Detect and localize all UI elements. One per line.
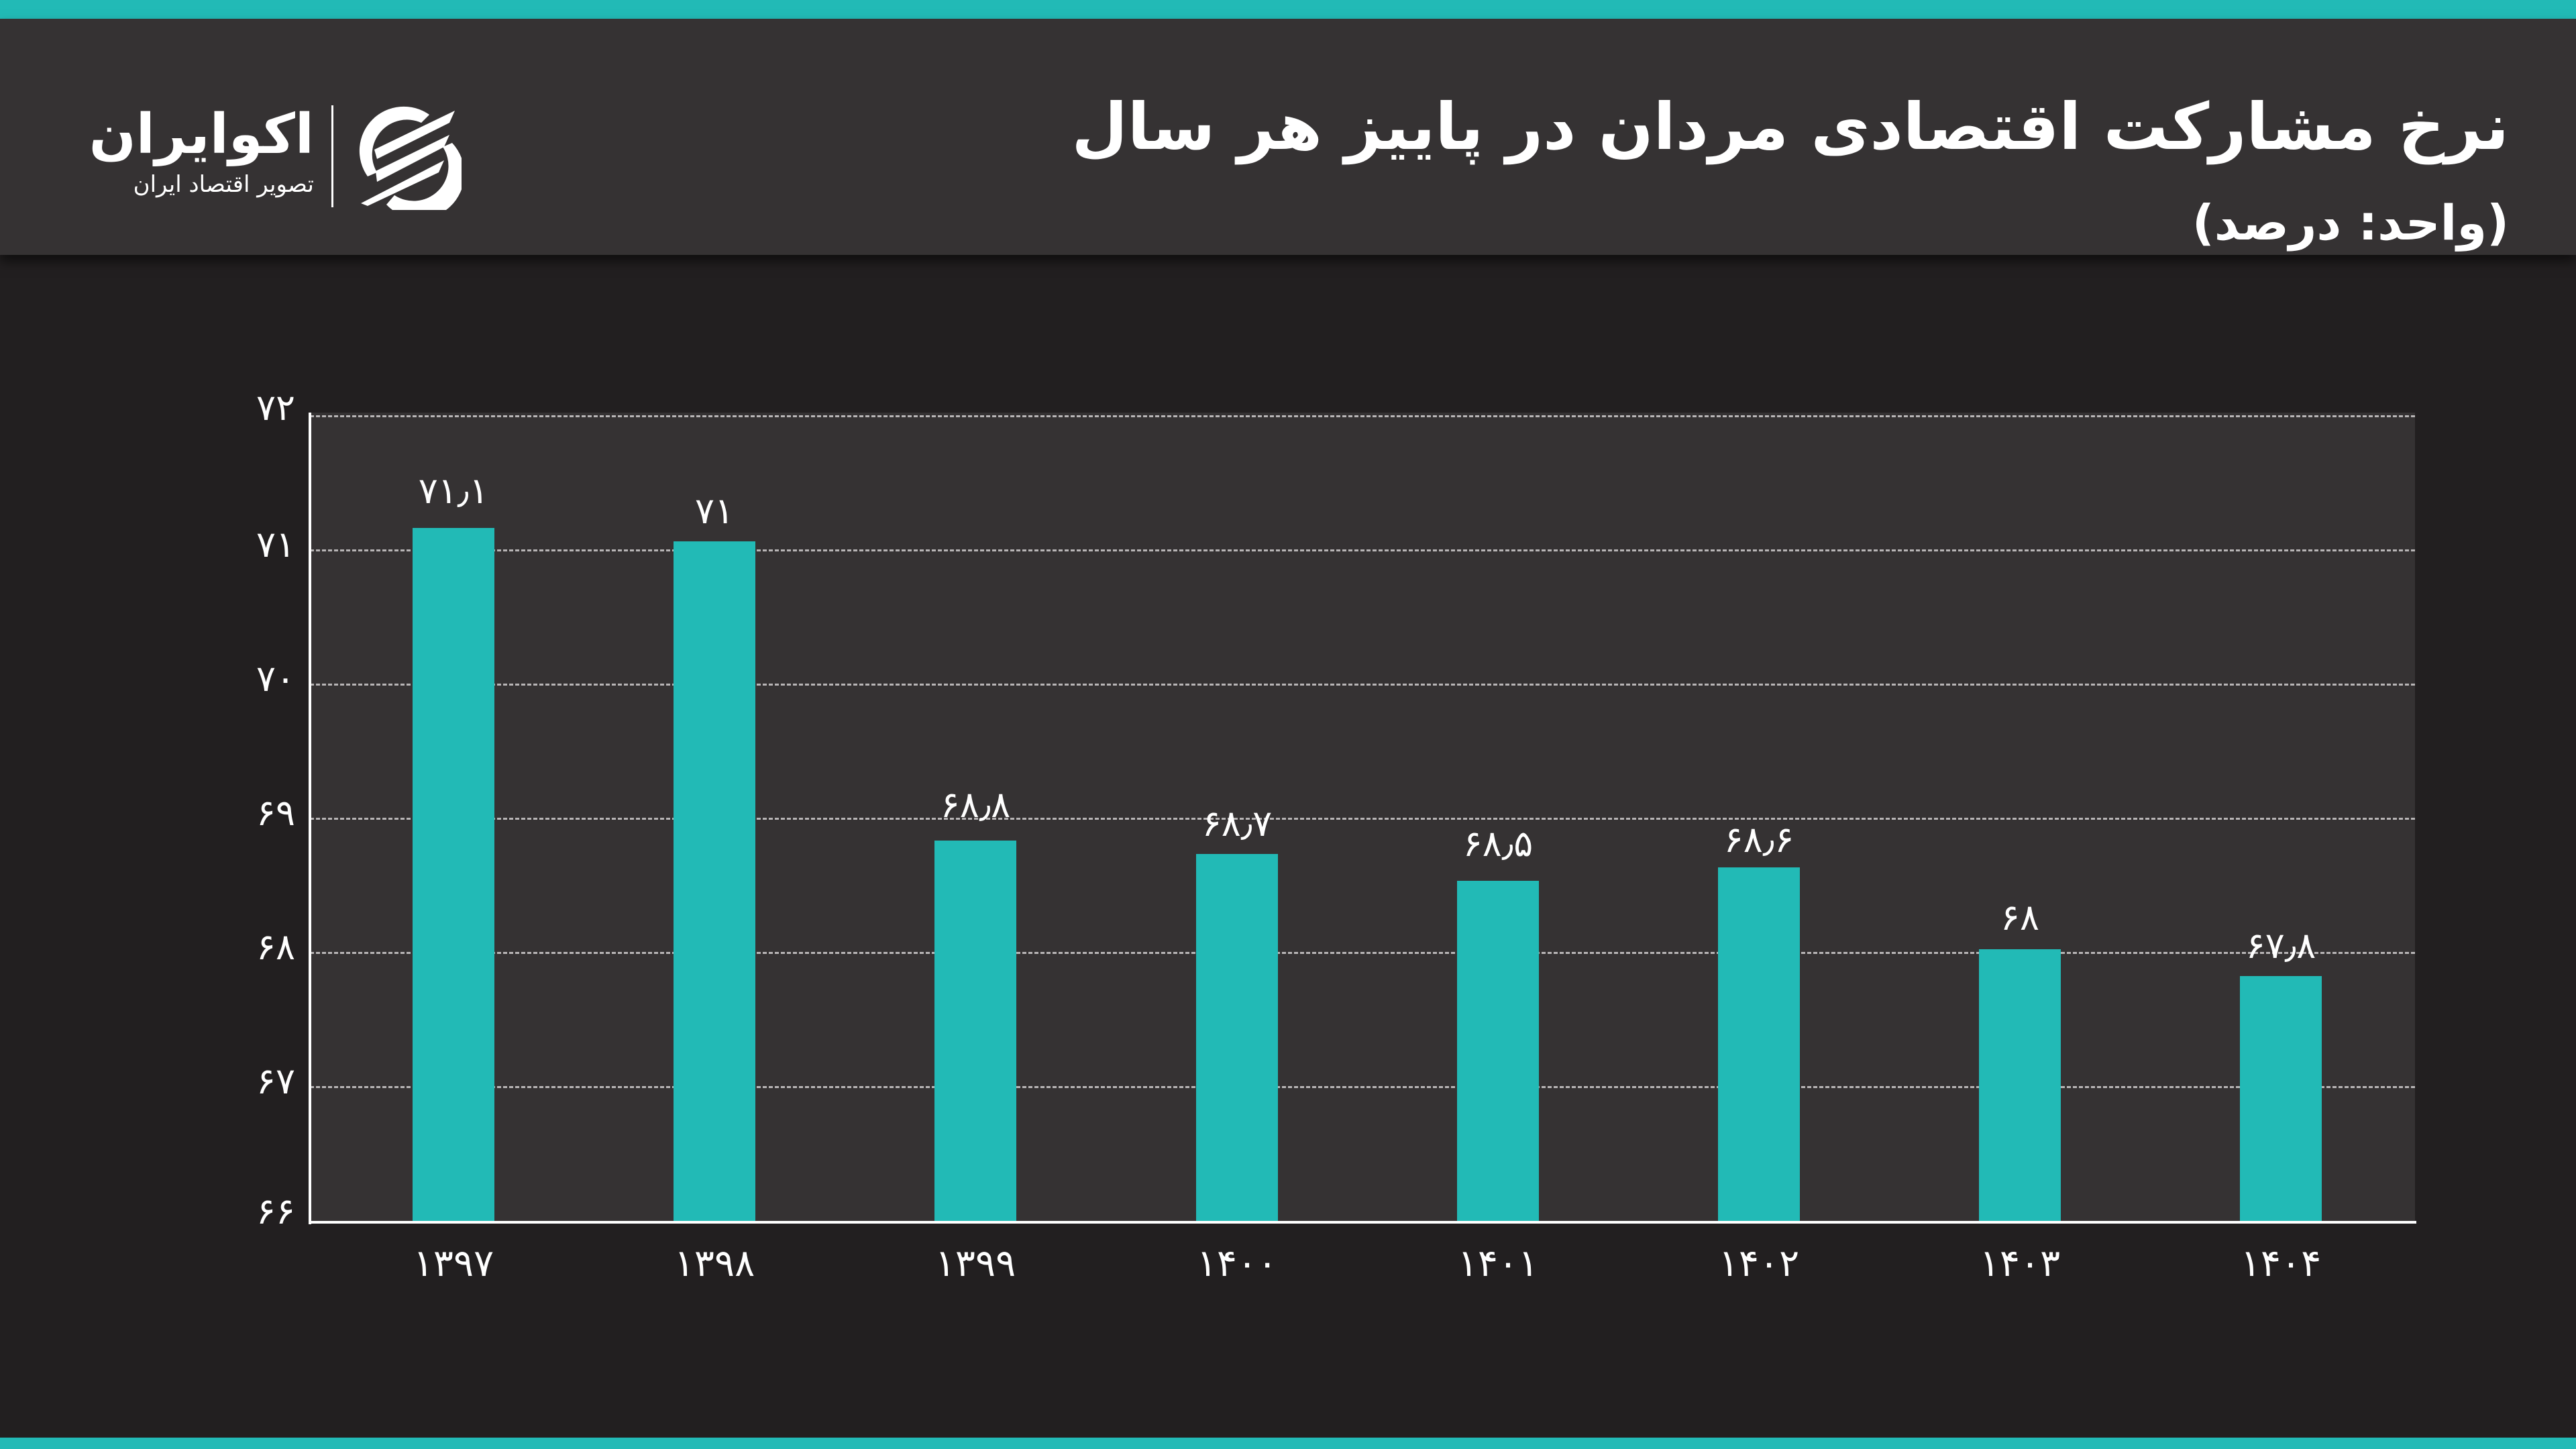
x-tick-1400: ۱۴۰۰ bbox=[1196, 1242, 1278, 1285]
bar-value-label: ۶۸٫۷ bbox=[1201, 802, 1273, 845]
x-axis-line bbox=[309, 1221, 2416, 1224]
y-tick-72: ۷۲ bbox=[256, 386, 295, 429]
y-tick-69: ۶۹ bbox=[256, 792, 295, 834]
bar-value-label: ۶۸ bbox=[2000, 896, 2039, 938]
bar-1398 bbox=[674, 541, 755, 1221]
y-tick-67: ۶۷ bbox=[256, 1060, 295, 1102]
chart-title: نرخ مشارکت اقتصادی مردان در پاییز هر سال bbox=[1071, 89, 2510, 164]
x-tick-1401: ۱۴۰۱ bbox=[1457, 1242, 1539, 1285]
bar-value-label: ۶۸٫۵ bbox=[1462, 822, 1534, 865]
y-tick-70: ۷۰ bbox=[256, 657, 295, 700]
y-tick-71: ۷۱ bbox=[256, 523, 295, 566]
bar-value-label: ۷۱ bbox=[694, 490, 734, 532]
bar-1401 bbox=[1457, 881, 1539, 1221]
header: نرخ مشارکت اقتصادی مردان در پاییز هر سال… bbox=[0, 19, 2576, 255]
x-tick-1399: ۱۳۹۹ bbox=[934, 1242, 1016, 1285]
x-tick-1398: ۱۳۹۸ bbox=[674, 1242, 755, 1285]
brand-name: اکوایران bbox=[89, 103, 314, 166]
brand-logo: اکوایران تصویر اقتصاد ایران bbox=[89, 103, 468, 210]
ecoiran-logo-icon bbox=[359, 106, 462, 210]
chart-subtitle: (واحد: درصد) bbox=[2192, 195, 2509, 251]
bar-value-label: ۶۸٫۶ bbox=[1723, 818, 1794, 861]
logo-divider bbox=[331, 105, 333, 207]
y-axis-line bbox=[309, 413, 311, 1224]
x-tick-1403: ۱۴۰۳ bbox=[1979, 1242, 2061, 1285]
gridline-72 bbox=[310, 415, 2415, 417]
gridline-70 bbox=[310, 684, 2415, 686]
brand-tagline: تصویر اقتصاد ایران bbox=[133, 171, 314, 198]
bar-1400 bbox=[1196, 854, 1278, 1221]
x-tick-1404: ۱۴۰۴ bbox=[2240, 1242, 2322, 1285]
bar-1403 bbox=[1979, 949, 2061, 1221]
top-accent-stripe bbox=[0, 0, 2576, 19]
gridline-68 bbox=[310, 952, 2415, 954]
y-tick-68: ۶۸ bbox=[256, 926, 295, 968]
bar-value-label: ۷۱٫۱ bbox=[418, 470, 489, 512]
bar-value-label: ۶۸٫۸ bbox=[940, 784, 1011, 826]
x-tick-1402: ۱۴۰۲ bbox=[1718, 1242, 1800, 1285]
x-tick-1397: ۱۳۹۷ bbox=[413, 1242, 494, 1285]
bar-1402 bbox=[1718, 867, 1800, 1221]
y-tick-66: ۶۶ bbox=[256, 1190, 295, 1232]
bottom-accent-stripe bbox=[0, 1438, 2576, 1449]
gridline-67 bbox=[310, 1086, 2415, 1088]
bar-1399 bbox=[934, 841, 1016, 1221]
bar-1404 bbox=[2240, 976, 2322, 1221]
gridline-71 bbox=[310, 549, 2415, 551]
bar-value-label: ۶۷٫۸ bbox=[2245, 924, 2316, 967]
bar-1397 bbox=[413, 528, 494, 1221]
gridline-69 bbox=[310, 818, 2415, 820]
